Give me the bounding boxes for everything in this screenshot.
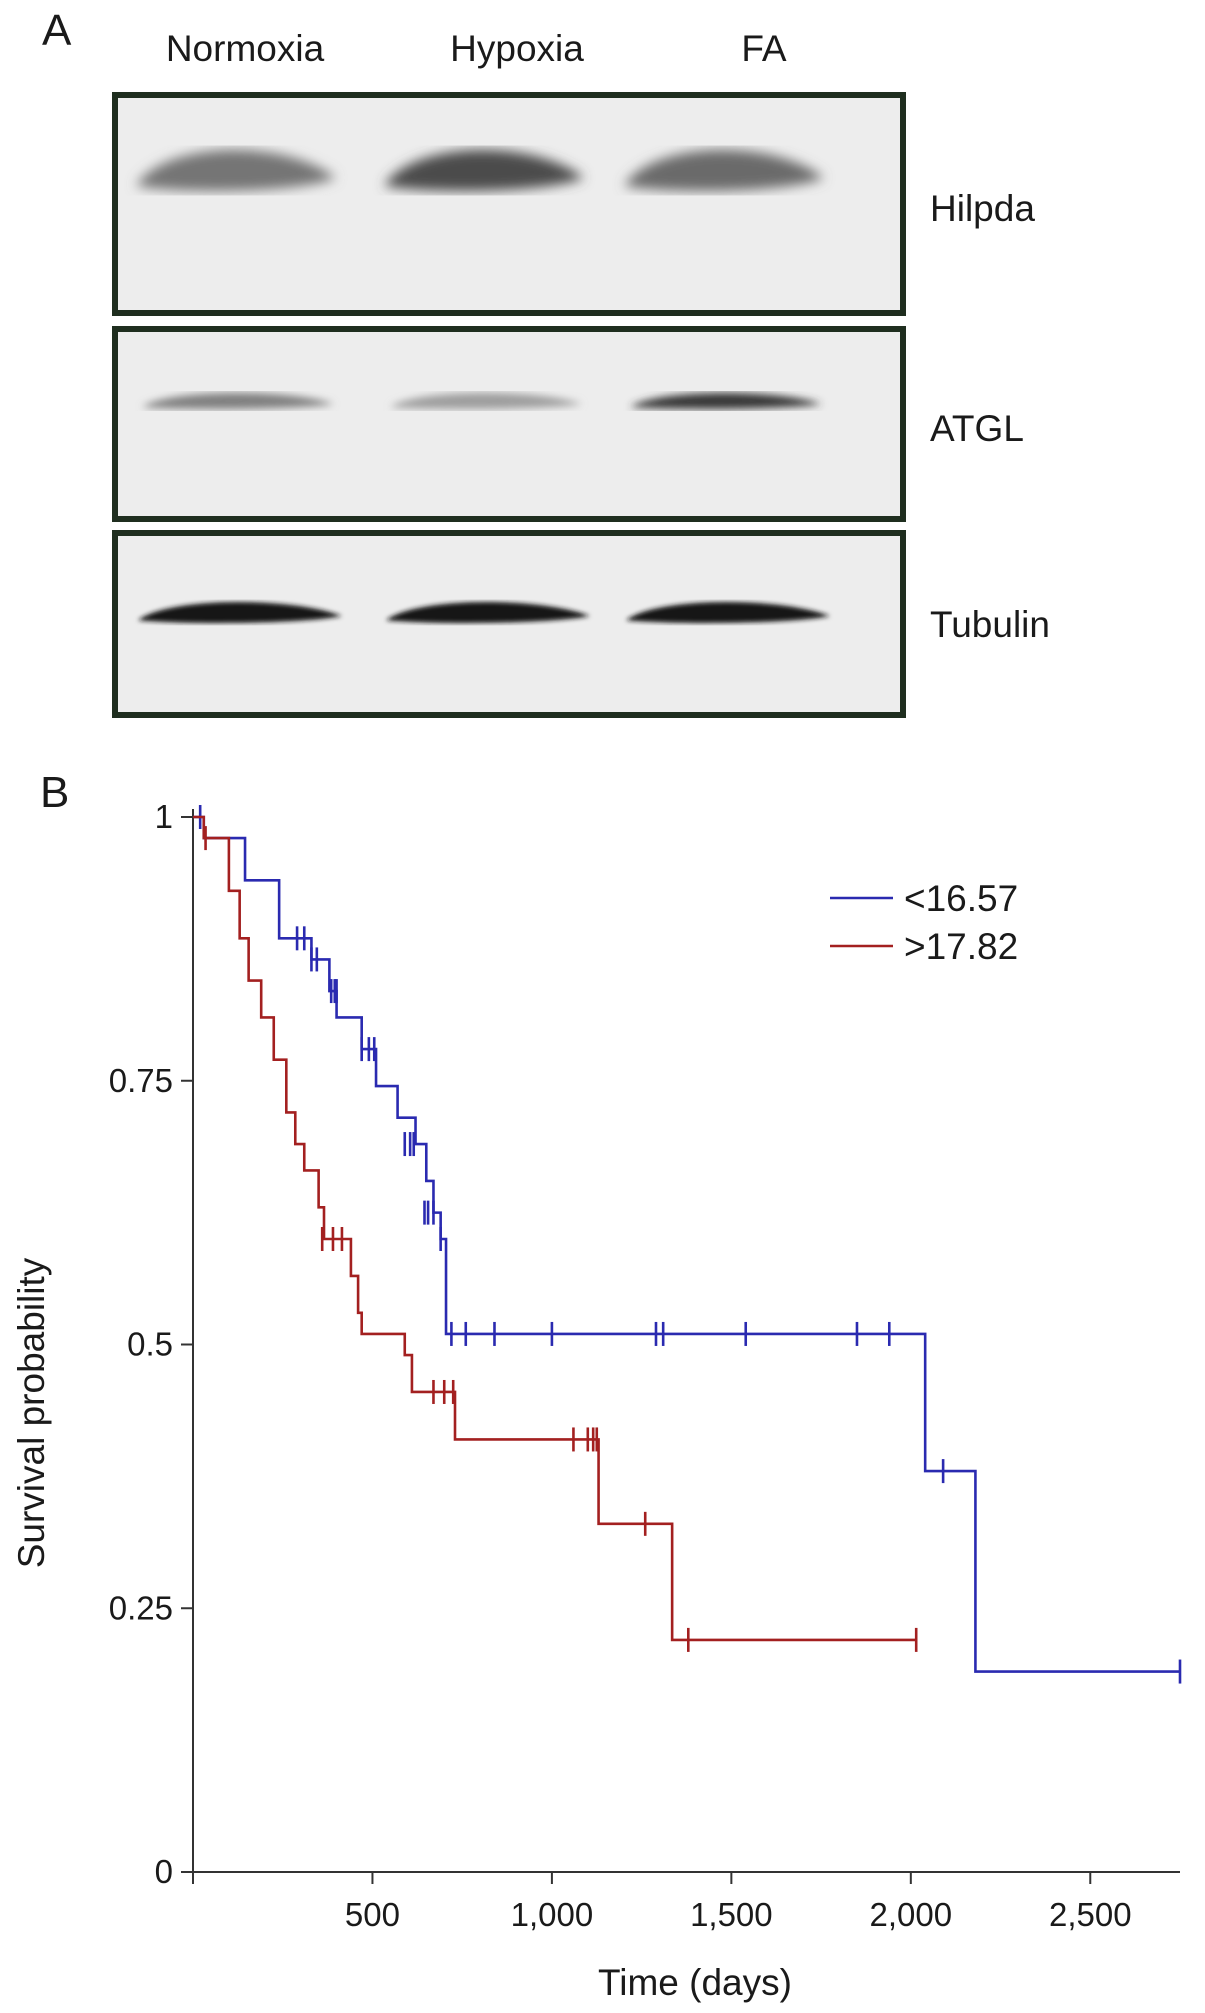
x-axis-title: Time (days) — [598, 1962, 792, 2003]
hilpda-band-group — [136, 149, 824, 191]
blot-tubulin — [112, 530, 906, 718]
chart-curves — [193, 805, 1182, 1684]
km-curve-series-2 — [193, 815, 917, 1642]
tubulin-band-normoxia — [138, 602, 342, 623]
lane-label-fa: FA — [741, 28, 787, 69]
x-tick-label: 2,500 — [1049, 1896, 1132, 1933]
y-tick-label: 0.5 — [127, 1326, 173, 1363]
y-tick-label: 0.75 — [109, 1062, 173, 1099]
km-curve-series-1 — [193, 815, 1180, 1673]
y-tick-label: 1 — [155, 798, 173, 835]
atgl-band-normoxia — [142, 392, 334, 409]
y-tick-label: 0 — [155, 1853, 173, 1890]
blot-hilpda-bands — [136, 149, 824, 191]
atgl-band-hypoxia — [390, 392, 582, 409]
km-chart: 0 0.25 0.5 0.75 1 500 1,000 1,500 2,000 2,500 <16… — [11, 798, 1182, 2003]
atgl-band-group — [142, 392, 822, 409]
hilpda-band-normoxia — [136, 149, 336, 191]
x-tick-label: 2,000 — [870, 1896, 953, 1933]
chart-legend: <16.57 >17.82 — [830, 878, 1018, 967]
tubulin-band-hypoxia — [386, 602, 590, 623]
protein-label-hilpda: Hilpda — [930, 188, 1035, 229]
y-axis-title: Survival probability — [11, 1257, 52, 1568]
blot-atgl — [112, 326, 906, 522]
x-tick-label: 1,500 — [690, 1896, 773, 1933]
hilpda-band-hypoxia — [384, 149, 584, 191]
blot-tubulin-bands — [138, 602, 830, 623]
tubulin-band-group — [138, 602, 830, 623]
legend-label-series-1: <16.57 — [904, 878, 1018, 919]
legend-label-series-2: >17.82 — [904, 926, 1018, 967]
panel-a-letter: A — [42, 6, 72, 55]
protein-label-tubulin: Tubulin — [930, 604, 1050, 645]
lane-label-hypoxia: Hypoxia — [450, 28, 584, 69]
chart-axes: 0 0.25 0.5 0.75 1 500 1,000 1,500 2,000 2,500 — [109, 798, 1180, 1933]
lane-label-normoxia: Normoxia — [165, 28, 325, 69]
x-tick-label: 1,000 — [511, 1896, 594, 1933]
protein-label-atgl: ATGL — [930, 408, 1024, 449]
y-tick-label: 0.25 — [109, 1589, 173, 1626]
blot-atgl-bands — [142, 392, 822, 409]
atgl-band-fa — [630, 392, 822, 409]
tubulin-band-fa — [626, 602, 830, 623]
blot-hilpda — [112, 92, 906, 316]
hilpda-band-fa — [624, 149, 824, 191]
panel-b-letter: B — [40, 768, 70, 817]
x-tick-label: 500 — [345, 1896, 400, 1933]
